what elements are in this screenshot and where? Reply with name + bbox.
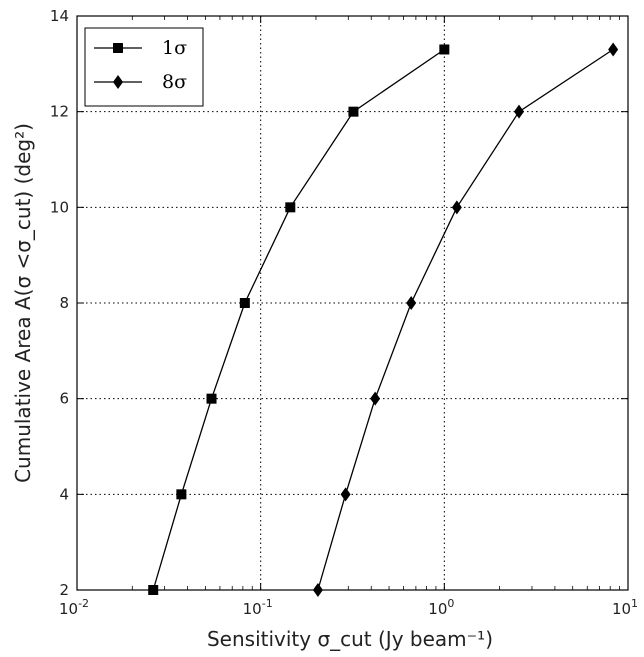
- data-point-square: [439, 44, 450, 55]
- data-point-square: [285, 202, 296, 213]
- y-tick-label: 6: [59, 390, 69, 408]
- x-tick-exponent: 0: [447, 597, 454, 610]
- legend-diamond-marker: [113, 75, 123, 89]
- y-tick-label: 10: [50, 198, 69, 216]
- series-line-1sigma: [152, 48, 445, 591]
- data-point-diamond: [340, 487, 351, 502]
- data-point-diamond: [406, 296, 417, 310]
- legend-label-1sigma: 1σ: [162, 37, 187, 59]
- legend-label-8sigma: 8σ: [162, 71, 187, 93]
- data-point-diamond: [370, 391, 381, 406]
- data-point-diamond: [514, 104, 525, 119]
- legend: 1σ 8σ: [84, 27, 204, 107]
- series-layer: [148, 42, 619, 597]
- y-tick-label: 12: [50, 103, 69, 121]
- data-point-square: [348, 106, 359, 117]
- x-tick-label: 10-1: [243, 597, 273, 618]
- data-point-diamond: [451, 200, 462, 215]
- x-tick-label: 101: [612, 597, 638, 618]
- x-tick-exponent: 1: [631, 597, 638, 610]
- y-tick-label: 8: [59, 294, 69, 312]
- x-tick-exponent: -1: [262, 597, 273, 610]
- y-tick-label: 14: [50, 7, 69, 25]
- x-tick-exponent: -2: [78, 597, 89, 610]
- x-tick-label: 10-2: [59, 597, 89, 618]
- data-point-square: [206, 393, 217, 404]
- legend-square-marker: [113, 43, 123, 53]
- y-axis-label: Cumulative Area A(σ <σ_cut) (deg²): [11, 123, 35, 483]
- legend-box: [84, 27, 204, 107]
- data-point-square: [239, 298, 250, 308]
- x-tick-label: 100: [428, 597, 454, 618]
- y-tick-label: 2: [59, 581, 69, 599]
- y-tick-label: 4: [59, 485, 69, 503]
- series-line-8sigma: [317, 48, 614, 591]
- data-point-diamond: [608, 42, 619, 57]
- data-point-square: [176, 489, 187, 500]
- x-axis-label: Sensitivity σ_cut (Jy beam⁻¹): [207, 627, 493, 651]
